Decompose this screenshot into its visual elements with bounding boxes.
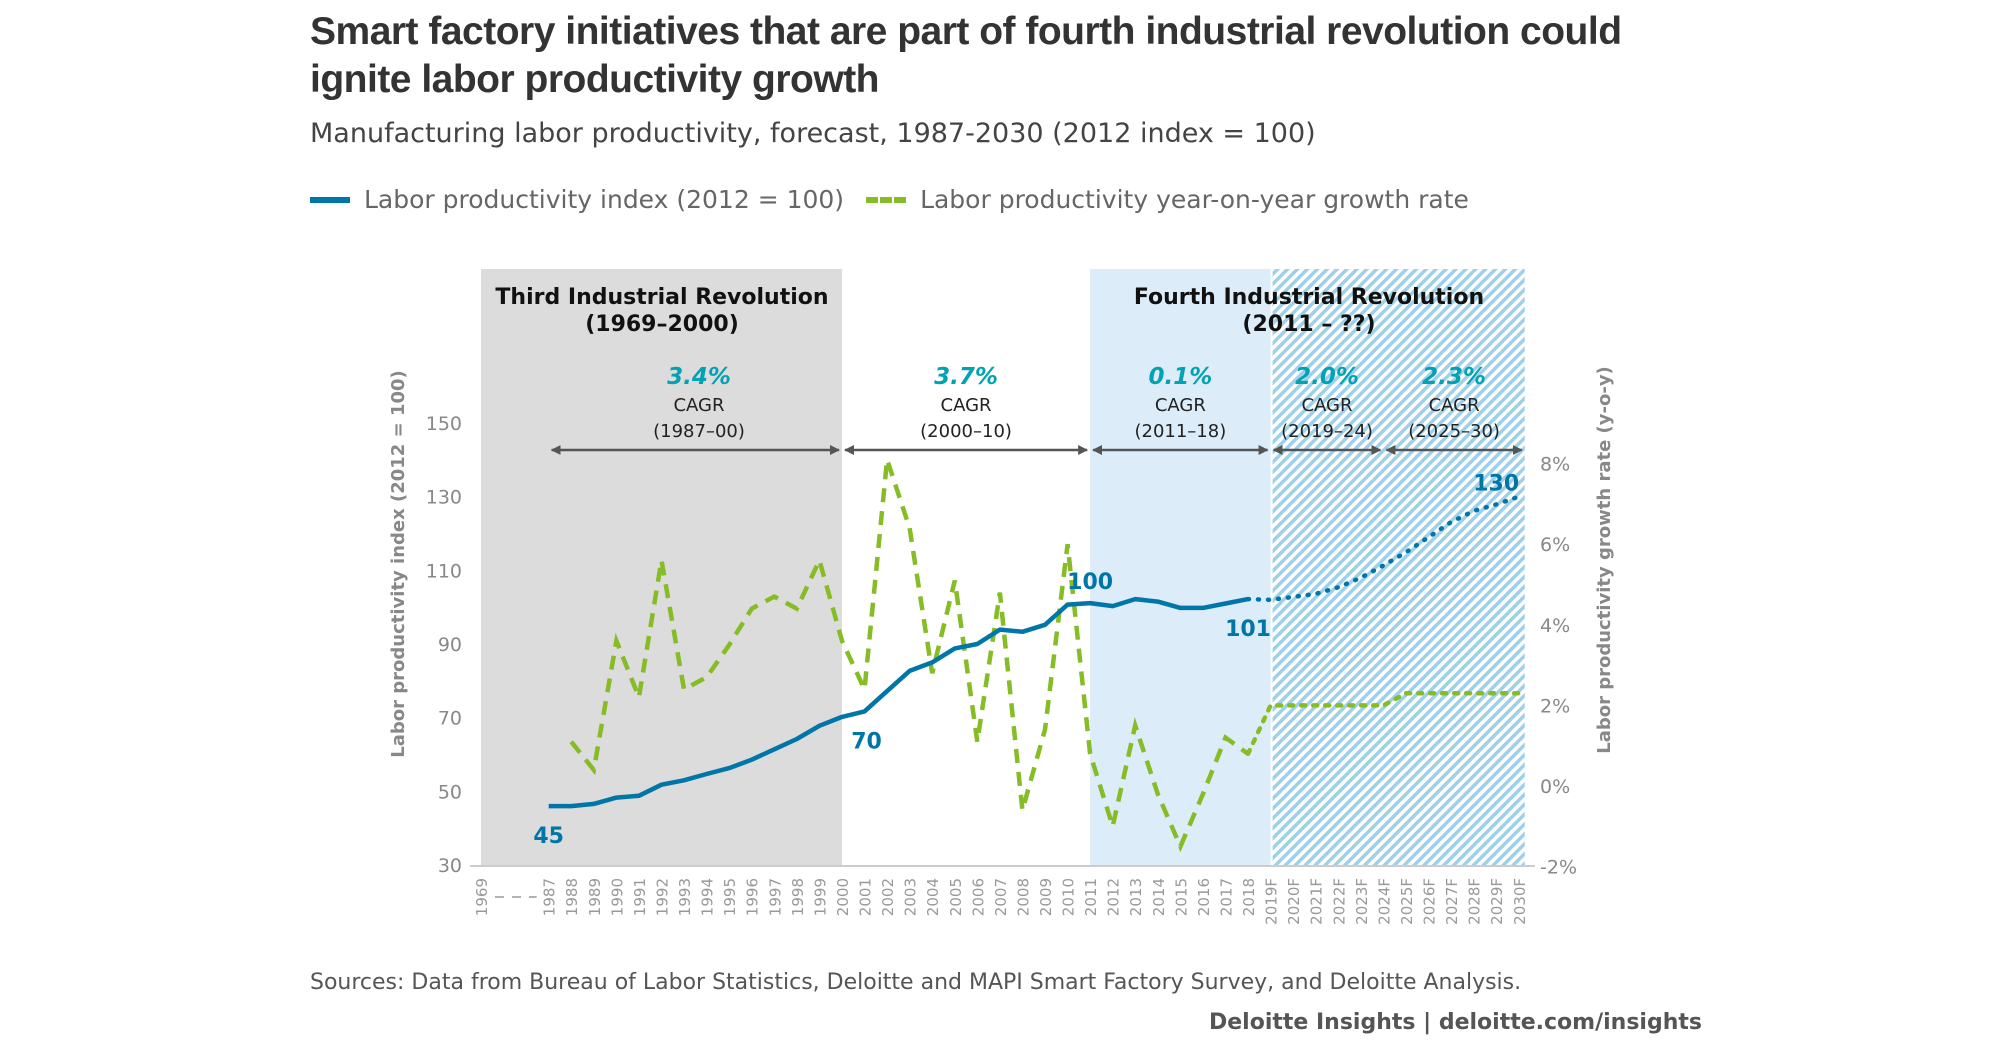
era-fourth-background: [1090, 269, 1271, 865]
cagr-label: CAGR: [941, 395, 992, 416]
x-tick-label: 1997: [766, 878, 784, 916]
y-left-tick-label: 130: [426, 487, 462, 509]
era-years: (1969–2000): [585, 312, 739, 337]
x-tick-label: 1993: [676, 878, 694, 916]
y-right-axis-title: Labor productivity growth rate (y-o-y): [1594, 366, 1615, 754]
x-tick-label: 2029F: [1488, 878, 1506, 925]
x-tick-label: 2016: [1195, 878, 1213, 916]
sources-note: Sources: Data from Bureau of Labor Stati…: [310, 970, 1522, 995]
x-tick-label: 2018: [1240, 878, 1258, 916]
x-tick-label: 2005: [947, 878, 965, 916]
x-tick-label: 2009: [1037, 878, 1055, 916]
cagr-value: 0.1%: [1148, 364, 1212, 390]
x-tick-label: 1989: [586, 878, 604, 916]
x-tick-label: 2006: [969, 878, 987, 916]
x-tick-label: 1991: [631, 878, 649, 916]
legend-swatch-growth: [866, 196, 907, 203]
x-tick-label: 1995: [721, 878, 739, 916]
cagr-value: 3.7%: [934, 364, 998, 390]
x-tick-label: 2027F: [1443, 878, 1461, 925]
cagr-label: CAGR: [1155, 395, 1206, 416]
index-data-label: 101: [1225, 617, 1271, 642]
x-tick-label: 1996: [744, 878, 762, 916]
y-left-tick-label: 50: [438, 781, 462, 803]
chart-subtitle: Manufacturing labor productivity, foreca…: [310, 118, 1316, 149]
index-data-label: 45: [533, 824, 564, 849]
x-tick-label: 2001: [857, 878, 875, 916]
x-tick-label: 2014: [1150, 878, 1168, 916]
legend: Labor productivity index (2012 = 100) La…: [310, 185, 1469, 214]
cagr-range: (2000–10): [920, 421, 1012, 442]
y-right-tick-label: 8%: [1540, 454, 1570, 476]
index-data-label: 130: [1473, 471, 1519, 496]
y-right-tick-label: 6%: [1540, 534, 1570, 556]
x-tick-label: 2021F: [1308, 878, 1326, 925]
x-tick-label: 1987: [541, 878, 559, 916]
chart-title: Smart factory initiatives that are part …: [310, 10, 1622, 101]
x-tick-label: 2030F: [1511, 878, 1529, 925]
x-tick-label: 2010: [1060, 878, 1078, 916]
legend-label-growth: Labor productivity year-on-year growth r…: [920, 185, 1469, 214]
x-tick-label: 2012: [1105, 878, 1123, 916]
x-tick-label: 2013: [1127, 878, 1145, 916]
x-tick-label: 2020F: [1285, 878, 1303, 925]
x-tick-label: 2011: [1082, 878, 1100, 916]
y-right-tick-label: -2%: [1540, 857, 1577, 879]
legend-swatch-index: [310, 196, 350, 203]
y-left-tick-label: 30: [438, 855, 462, 877]
y-left-tick-label: 70: [438, 708, 462, 730]
x-tick-label: 2004: [924, 878, 942, 916]
cagr-label: CAGR: [1301, 395, 1352, 416]
cagr-range: (1987–00): [653, 421, 745, 442]
index-data-label: 100: [1067, 570, 1113, 595]
cagr-label: CAGR: [1429, 395, 1480, 416]
x-tick-label: 2000: [834, 878, 852, 916]
y-left-tick-label: 90: [438, 634, 462, 656]
x-tick-label: 1990: [608, 878, 626, 916]
x-tick-label: 2007: [992, 878, 1010, 916]
x-tick-label: 2019F: [1263, 878, 1281, 925]
x-tick-label: 2017: [1217, 878, 1235, 916]
x-tick-label: 2002: [879, 878, 897, 916]
y-left-axis-title: Labor productivity index (2012 = 100): [388, 370, 409, 757]
cagr-value: 2.0%: [1295, 364, 1359, 390]
cagr-label: CAGR: [673, 395, 724, 416]
credit: Deloitte Insights | deloitte.com/insight…: [1208, 1010, 1702, 1035]
x-tick-label: 2024F: [1375, 878, 1393, 925]
x-tick-label: 1988: [563, 878, 581, 916]
y-left-tick-label: 110: [426, 560, 462, 582]
index-line-actual: [548, 596, 1249, 809]
cagr-value: 3.4%: [667, 364, 731, 390]
x-tick-label: 2022F: [1330, 878, 1348, 925]
legend-label-index: Labor productivity index (2012 = 100): [364, 185, 845, 214]
x-tick-label: 2003: [902, 878, 920, 916]
era-years: (2011 – ??): [1242, 312, 1375, 337]
cagr-range: (2025–30): [1408, 421, 1500, 442]
x-tick-label: 2015: [1172, 878, 1190, 916]
y-left-tick-label: 150: [426, 413, 462, 435]
index-data-label: 70: [851, 729, 882, 754]
x-tick-label: 2028F: [1466, 878, 1484, 925]
x-tick-label: 1969: [473, 878, 491, 916]
x-tick-label: 1998: [789, 878, 807, 916]
era-title: Third Industrial Revolution: [495, 285, 828, 310]
cagr-range: (2019–24): [1281, 421, 1373, 442]
x-tick-label: 1994: [699, 878, 717, 916]
x-tick-label: 2008: [1014, 878, 1032, 916]
x-tick-label: 2023F: [1353, 878, 1371, 925]
cagr-range: (2011–18): [1134, 421, 1226, 442]
x-tick-label: 1999: [811, 878, 829, 916]
x-tick-label: 2026F: [1421, 878, 1439, 925]
x-tick-label: 1992: [653, 878, 671, 916]
x-tick-label: 2025F: [1398, 878, 1416, 925]
y-right-tick-label: 2%: [1540, 695, 1570, 717]
y-right-tick-label: 0%: [1540, 776, 1570, 798]
cagr-value: 2.3%: [1422, 364, 1486, 390]
y-right-tick-label: 4%: [1540, 615, 1570, 637]
forecast-hatch-background: [1272, 269, 1525, 865]
era-title: Fourth Industrial Revolution: [1134, 285, 1484, 310]
